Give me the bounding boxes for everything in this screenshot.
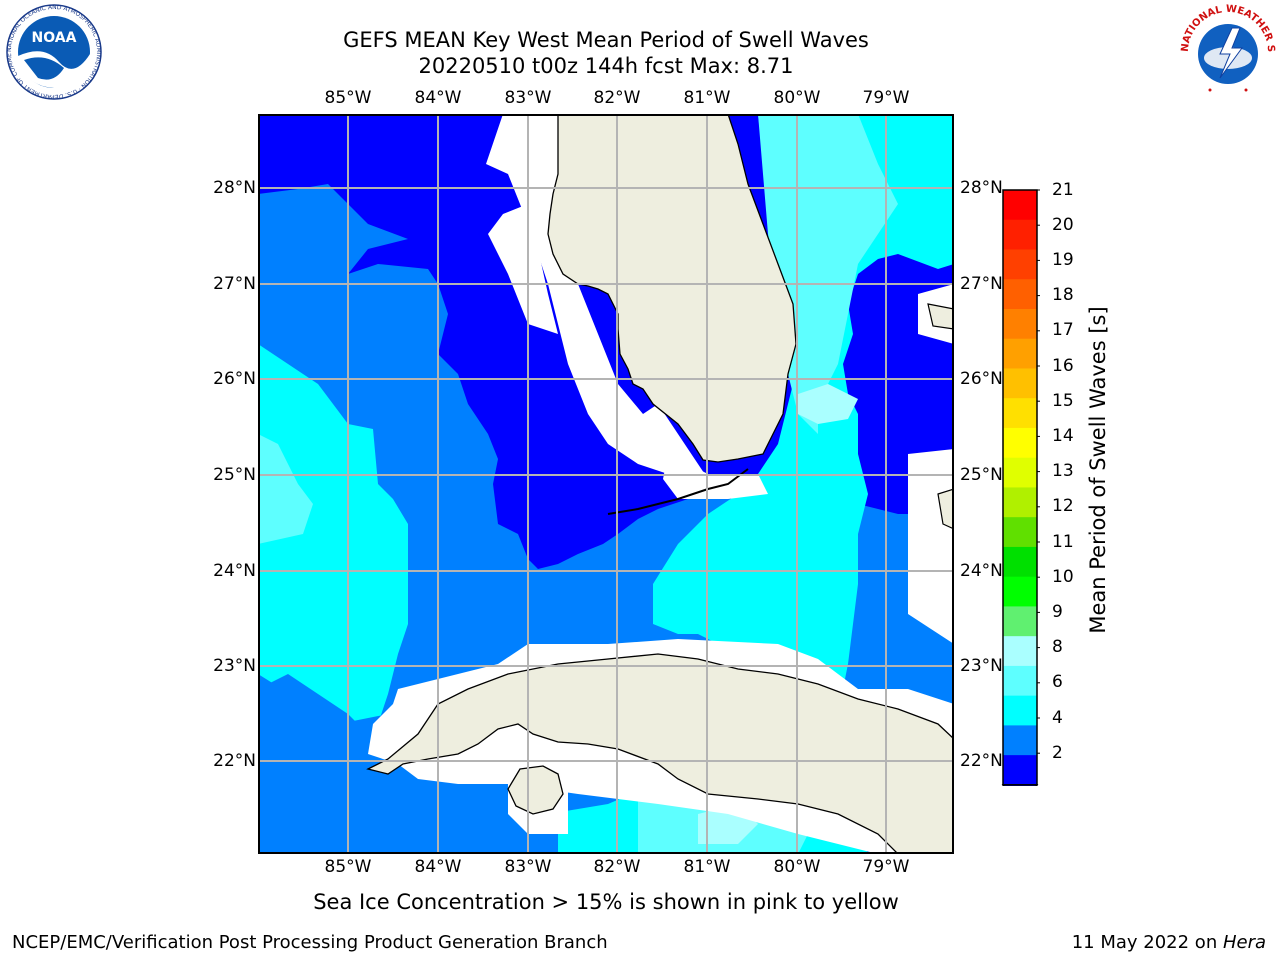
ocean-period-9-10-east xyxy=(798,384,858,424)
svg-text:NOAA: NOAA xyxy=(32,30,77,46)
lat-label-left: 26°N xyxy=(213,369,256,389)
colorbar-segment xyxy=(1003,249,1037,280)
land-andros xyxy=(937,488,954,530)
colorbar-segment xyxy=(1003,427,1037,459)
colorbar-tick: 6 xyxy=(1052,672,1063,692)
lon-label-top: 81°W xyxy=(683,88,731,108)
no-data-fl-west xyxy=(486,114,708,494)
colorbar-segment xyxy=(1003,398,1037,429)
no-data-fl-keys xyxy=(663,454,768,499)
lon-label-top: 83°W xyxy=(504,88,552,108)
colorbar-tick: 10 xyxy=(1052,567,1074,587)
lat-label-right: 22°N xyxy=(960,751,1003,771)
colorbar-tick: 11 xyxy=(1052,532,1074,552)
lat-label-right: 28°N xyxy=(960,178,1003,198)
lat-label-left: 24°N xyxy=(213,561,256,581)
lon-label-top: 84°W xyxy=(414,88,462,108)
colorbar-tick: 17 xyxy=(1052,320,1074,340)
lon-label-bottom: 81°W xyxy=(683,857,731,877)
colorbar-tick: 14 xyxy=(1052,426,1074,446)
lat-label-left: 25°N xyxy=(213,465,256,485)
colorbar-segment xyxy=(1003,279,1037,310)
colorbar-tick: 2 xyxy=(1052,743,1063,763)
lon-label-bottom: 84°W xyxy=(414,857,462,877)
chart-subtitle: 20220510 t00z 144h fcst Max: 8.71 xyxy=(418,54,794,78)
land-bahamas xyxy=(927,303,954,330)
colorbar-title: Mean Period of Swell Waves [s] xyxy=(1086,306,1110,634)
colorbar-segment xyxy=(1003,368,1037,399)
colorbar-segment xyxy=(1003,606,1037,637)
footer-organization: NCEP/EMC/Verification Post Processing Pr… xyxy=(12,932,608,953)
lat-label-right: 26°N xyxy=(960,369,1003,389)
lon-label-bottom: 83°W xyxy=(504,857,552,877)
lat-label-left: 23°N xyxy=(213,656,256,676)
lat-label-right: 27°N xyxy=(960,274,1003,294)
colorbar xyxy=(1001,189,1040,786)
lon-label-top: 82°W xyxy=(593,88,641,108)
noaa-logo: NATIONAL OCEANIC AND ATMOSPHERIC ADMINIS… xyxy=(2,0,104,100)
colorbar-tick: 15 xyxy=(1052,391,1074,411)
colorbar-tick: 12 xyxy=(1052,496,1074,516)
colorbar-tick: 8 xyxy=(1052,637,1063,657)
no-data-bahamas-2 xyxy=(908,449,954,644)
colorbar-segment xyxy=(1003,517,1037,548)
colorbar-tick: 16 xyxy=(1052,356,1074,376)
land-keys xyxy=(607,468,749,515)
lat-label-right: 23°N xyxy=(960,656,1003,676)
land-cuba xyxy=(366,653,954,854)
lon-label-bottom: 82°W xyxy=(593,857,641,877)
map-gridlines xyxy=(258,114,954,854)
nws-logo: NATIONAL WEATHER SERVICE xyxy=(1176,0,1276,100)
ocean-period-4-6-south xyxy=(258,674,408,854)
colorbar-segment xyxy=(1003,576,1037,607)
lon-label-top: 79°W xyxy=(862,88,910,108)
ocean-period-6-8-west xyxy=(258,344,408,734)
lat-label-right: 24°N xyxy=(960,561,1003,581)
land-isla-juventud xyxy=(507,765,564,815)
lat-label-left: 22°N xyxy=(213,751,256,771)
lon-label-bottom: 80°W xyxy=(773,857,821,877)
footer-host: Hera xyxy=(1222,932,1266,953)
colorbar-segment xyxy=(1003,755,1037,786)
colorbar-segment xyxy=(1003,636,1037,667)
lat-label-left: 28°N xyxy=(213,178,256,198)
map-frame xyxy=(258,114,954,854)
lon-label-top: 85°W xyxy=(324,88,372,108)
footer-date-text: 11 May 2022 on xyxy=(1071,932,1223,953)
caption: Sea Ice Concentration > 15% is shown in … xyxy=(313,890,899,914)
map-panel xyxy=(258,114,954,854)
lon-label-top: 80°W xyxy=(773,88,821,108)
chart-title: GEFS MEAN Key West Mean Period of Swell … xyxy=(343,28,869,52)
colorbar-tick: 21 xyxy=(1052,180,1074,200)
colorbar-segment xyxy=(1003,665,1037,697)
land-florida xyxy=(547,114,797,463)
colorbar-tick: 13 xyxy=(1052,461,1074,481)
colorbar-segment xyxy=(1003,457,1037,488)
colorbar-segment xyxy=(1003,725,1037,756)
colorbar-segment xyxy=(1003,487,1037,518)
colorbar-segment xyxy=(1003,695,1037,726)
colorbar-tick: 4 xyxy=(1052,708,1063,728)
colorbar-frame xyxy=(1002,189,1038,786)
colorbar-tick: 19 xyxy=(1052,250,1074,270)
footer-date: 11 May 2022 on Hera xyxy=(1072,932,1266,953)
colorbar-segment xyxy=(1003,546,1037,578)
colorbar-tick: 9 xyxy=(1052,602,1063,622)
lat-label-left: 27°N xyxy=(213,274,256,294)
colorbar-segment xyxy=(1003,219,1037,250)
colorbar-segment xyxy=(1003,338,1037,369)
colorbar-segment xyxy=(1003,308,1037,340)
lat-label-right: 25°N xyxy=(960,465,1003,485)
colorbar-segment xyxy=(1003,190,1037,221)
lon-label-bottom: 79°W xyxy=(862,857,910,877)
ocean-period-8-9-west xyxy=(258,434,313,544)
lon-label-bottom: 85°W xyxy=(324,857,372,877)
colorbar-tick: 20 xyxy=(1052,215,1074,235)
colorbar-tick: 18 xyxy=(1052,285,1074,305)
no-data-fl-tampa xyxy=(488,204,558,334)
